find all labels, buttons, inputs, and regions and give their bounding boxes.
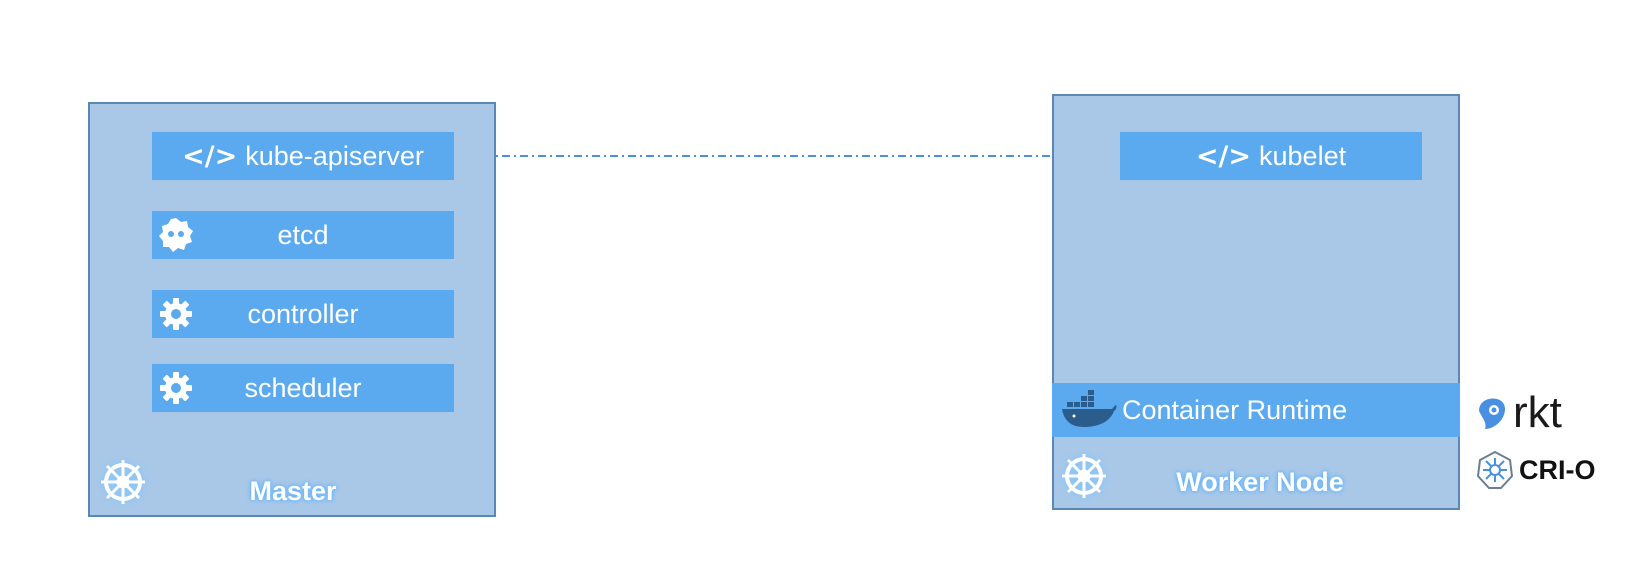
- rkt-icon: [1479, 398, 1505, 429]
- controller-label: controller: [247, 298, 359, 329]
- etcd-label: etcd: [277, 219, 329, 250]
- kube-apiserver-label: kube-apiserver: [245, 140, 424, 171]
- rkt-label: rkt: [1513, 388, 1562, 437]
- master-title: Master: [249, 476, 337, 506]
- container-runtime-label: Container Runtime: [1122, 394, 1348, 425]
- kubernetes-wheel-icon: [101, 460, 145, 504]
- crio-label: CRI-O: [1519, 454, 1596, 485]
- rkt-logo: rkt: [1475, 388, 1562, 438]
- scheduler-label: scheduler: [244, 372, 362, 403]
- kubelet-component[interactable]: </> kubelet: [1120, 132, 1422, 180]
- etcd-component[interactable]: etcd: [152, 211, 454, 259]
- scheduler-component[interactable]: scheduler: [152, 364, 454, 412]
- crio-logo: CRI-O: [1475, 450, 1596, 490]
- etcd-icon: [159, 218, 193, 252]
- docker-whale-icon: [1062, 390, 1117, 427]
- gear-icon: [160, 372, 192, 404]
- code-icon: </>: [1195, 140, 1252, 172]
- kubernetes-wheel-icon: [1062, 454, 1106, 498]
- controller-component[interactable]: controller: [152, 290, 454, 338]
- worker-node-title: Worker Node: [1176, 467, 1344, 497]
- code-icon: </>: [182, 140, 238, 172]
- crio-icon: [1476, 450, 1514, 489]
- kubelet-label: kubelet: [1259, 140, 1347, 171]
- kube-apiserver-component[interactable]: </> kube-apiserver: [152, 132, 454, 180]
- container-runtime-component[interactable]: Container Runtime: [1052, 383, 1460, 437]
- gear-icon: [160, 298, 192, 330]
